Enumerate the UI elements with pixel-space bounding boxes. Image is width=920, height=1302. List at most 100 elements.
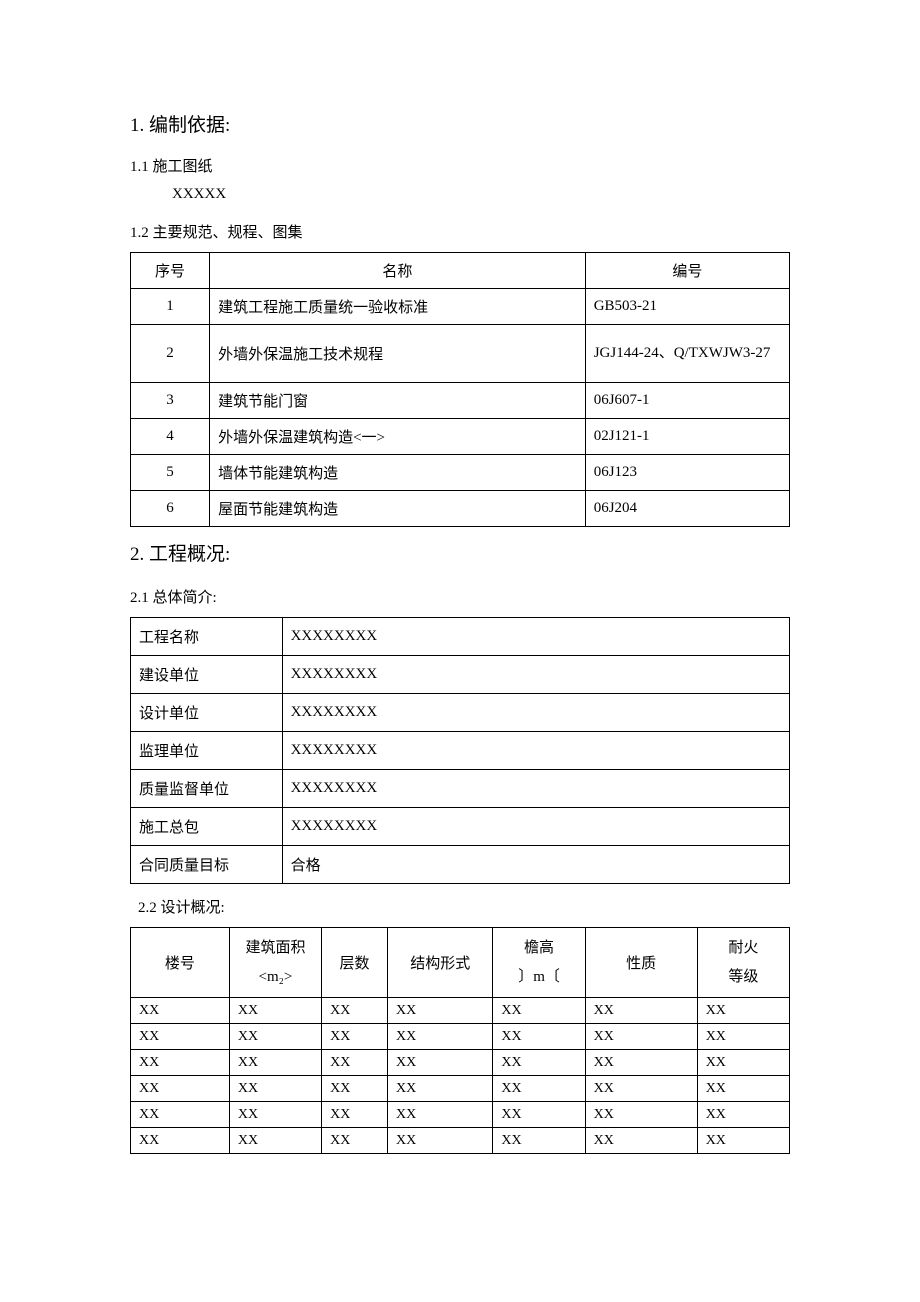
cell: XX [387,998,492,1024]
cell: XX [585,998,697,1024]
cell-name: 墙体节能建筑构造 [210,455,586,491]
col-fire: 耐火 等级 [697,928,789,998]
cell-value: XXXXXXXX [282,732,789,770]
cell-code: 06J607-1 [585,383,789,419]
cell-code: 02J121-1 [585,419,789,455]
cell-value: XXXXXXXX [282,694,789,732]
cell-label: 施工总包 [131,808,283,846]
col-seq: 序号 [131,253,210,289]
cell: XX [229,1102,321,1128]
cell-value: XXXXXXXX [282,656,789,694]
cell: XX [697,1024,789,1050]
cell: XX [131,1102,230,1128]
col-fire-line1: 耐火 [706,934,781,963]
cell: XX [229,1128,321,1154]
col-floors: 层数 [322,928,388,998]
table-row: 工程名称 XXXXXXXX [131,618,790,656]
col-name: 名称 [210,253,586,289]
section1-heading: 1. 编制依据: [130,110,790,137]
cell: XX [493,1076,585,1102]
table-row: XX XX XX XX XX XX XX [131,998,790,1024]
section1-1-heading: 1.1 施工图纸 [130,155,790,176]
table-row: 监理单位 XXXXXXXX [131,732,790,770]
col-area-line1: 建筑面积 [238,934,313,963]
cell: XX [229,1024,321,1050]
table-row: 质量监督单位 XXXXXXXX [131,770,790,808]
cell: XX [322,1128,388,1154]
table-row: 楼号 建筑面积 <m₂> 层数 结构形式 檐高 〕m〔 性质 耐火 等级 [131,928,790,998]
cell: XX [585,1076,697,1102]
section2-heading: 2. 工程概况: [130,539,790,566]
cell: XX [585,1024,697,1050]
table-row: 3 建筑节能门窗 06J607-1 [131,383,790,419]
cell: XX [131,1024,230,1050]
cell-name: 建筑节能门窗 [210,383,586,419]
cell: XX [322,998,388,1024]
cell: XX [322,1050,388,1076]
section1-1-body: XXXXX [172,186,790,203]
cell-seq: 3 [131,383,210,419]
col-height: 檐高 〕m〔 [493,928,585,998]
cell-name: 建筑工程施工质量统一验收标准 [210,289,586,325]
cell: XX [387,1076,492,1102]
cell-seq: 5 [131,455,210,491]
cell-label: 质量监督单位 [131,770,283,808]
col-structure: 结构形式 [387,928,492,998]
cell-name: 外墙外保温建筑构造<一> [210,419,586,455]
cell-code: 06J204 [585,491,789,527]
cell: XX [322,1076,388,1102]
cell: XX [697,1076,789,1102]
col-code: 编号 [585,253,789,289]
cell-seq: 1 [131,289,210,325]
overview-table: 工程名称 XXXXXXXX 建设单位 XXXXXXXX 设计单位 XXXXXXX… [130,617,790,884]
cell: XX [493,1128,585,1154]
cell: XX [585,1050,697,1076]
table-row: 5 墙体节能建筑构造 06J123 [131,455,790,491]
cell: XX [229,1050,321,1076]
cell-seq: 4 [131,419,210,455]
standards-table: 序号 名称 编号 1 建筑工程施工质量统一验收标准 GB503-21 2 外墙外… [130,252,790,527]
table-row: 6 屋面节能建筑构造 06J204 [131,491,790,527]
cell: XX [697,1050,789,1076]
cell: XX [131,1050,230,1076]
col-fire-line2: 等级 [706,963,781,992]
table-row: XX XX XX XX XX XX XX [131,1024,790,1050]
section1-2-heading: 1.2 主要规范、规程、图集 [130,221,790,242]
cell: XX [585,1102,697,1128]
col-building: 楼号 [131,928,230,998]
table-row: 2 外墙外保温施工技术规程 JGJ144-24、Q/TXWJW3-27 [131,325,790,383]
table-row: XX XX XX XX XX XX XX [131,1102,790,1128]
col-area: 建筑面积 <m₂> [229,928,321,998]
table-row: 施工总包 XXXXXXXX [131,808,790,846]
section2-2-heading: 2.2 设计概况: [138,896,790,917]
cell: XX [131,1128,230,1154]
cell: XX [697,1128,789,1154]
table-row: 建设单位 XXXXXXXX [131,656,790,694]
cell: XX [493,1024,585,1050]
table-row: 1 建筑工程施工质量统一验收标准 GB503-21 [131,289,790,325]
cell-label: 监理单位 [131,732,283,770]
cell-code: 06J123 [585,455,789,491]
table-row: XX XX XX XX XX XX XX [131,1128,790,1154]
cell-label: 合同质量目标 [131,846,283,884]
cell: XX [131,998,230,1024]
cell-label: 建设单位 [131,656,283,694]
cell: XX [585,1128,697,1154]
cell: XX [387,1024,492,1050]
cell: XX [697,1102,789,1128]
cell: XX [322,1102,388,1128]
cell-name: 屋面节能建筑构造 [210,491,586,527]
cell: XX [322,1024,388,1050]
table-row: 序号 名称 编号 [131,253,790,289]
table-row: XX XX XX XX XX XX XX [131,1050,790,1076]
cell: XX [387,1128,492,1154]
cell-code: JGJ144-24、Q/TXWJW3-27 [585,325,789,383]
cell: XX [493,1050,585,1076]
col-nature: 性质 [585,928,697,998]
cell-name: 外墙外保温施工技术规程 [210,325,586,383]
cell-seq: 2 [131,325,210,383]
cell: XX [229,998,321,1024]
cell: XX [387,1050,492,1076]
table-row: 设计单位 XXXXXXXX [131,694,790,732]
table-row: 合同质量目标 合格 [131,846,790,884]
